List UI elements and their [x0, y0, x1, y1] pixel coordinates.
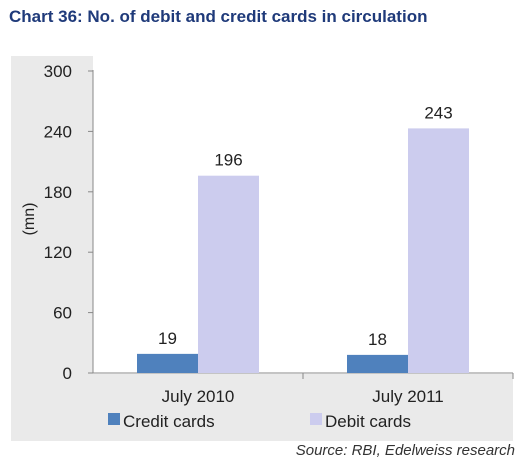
x-tick-label: July 2010	[162, 387, 235, 406]
credit-bar	[347, 354, 408, 373]
data-label: 196	[214, 151, 242, 170]
y-tick-label: 300	[44, 62, 72, 81]
x-tick-label: July 2011	[372, 387, 444, 406]
y-tick-label: 120	[44, 243, 72, 262]
legend-credit-label: Credit cards	[123, 412, 215, 431]
legend-credit-swatch	[108, 413, 120, 425]
y-tick-label: 180	[44, 183, 72, 202]
data-label: 243	[424, 103, 452, 122]
chart-title: Chart 36: No. of debit and credit cards …	[9, 7, 428, 26]
legend-debit-swatch	[310, 413, 322, 425]
credit-bar	[137, 353, 198, 373]
data-label: 18	[368, 330, 387, 349]
y-tick-label: 60	[53, 304, 72, 323]
data-label: 19	[158, 329, 177, 348]
y-axis-label: (mn)	[21, 203, 38, 236]
legend-debit-label: Debit cards	[325, 412, 411, 431]
debit-bar	[408, 128, 469, 373]
source-note: Source: RBI, Edelweiss research	[295, 442, 515, 459]
debit-bar	[198, 175, 259, 373]
y-tick-label: 0	[63, 364, 72, 383]
y-tick-label: 240	[44, 122, 72, 141]
